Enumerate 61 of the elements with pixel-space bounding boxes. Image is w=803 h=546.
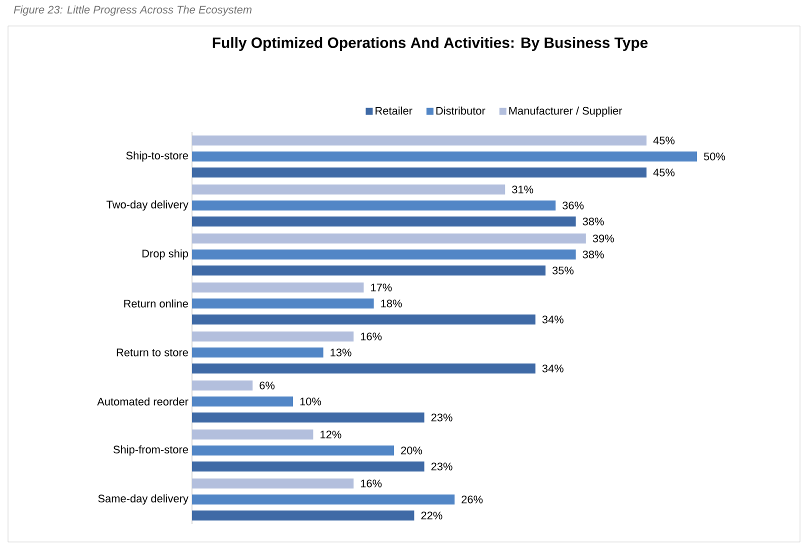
chart-title: Fully Optimized Operations And Activities: By Business Type xyxy=(212,37,648,51)
bar xyxy=(192,265,546,276)
y-tick-label: Automated reorder xyxy=(97,397,188,406)
data-label: 50% xyxy=(704,152,726,160)
data-label: 18% xyxy=(381,300,402,308)
data-label: 26% xyxy=(462,496,483,504)
data-label: 23% xyxy=(431,414,452,422)
data-label: 36% xyxy=(562,202,584,210)
bar xyxy=(192,494,455,504)
data-label: 31% xyxy=(512,186,534,194)
data-label: 45% xyxy=(653,168,675,176)
y-tick-label: Two-day delivery xyxy=(106,200,188,211)
bar xyxy=(192,429,314,440)
bar xyxy=(192,249,576,260)
bar xyxy=(192,282,364,292)
bar xyxy=(192,167,647,178)
bar xyxy=(192,461,424,472)
data-label: 20% xyxy=(401,446,422,454)
y-tick-label: Drop ship xyxy=(142,249,188,260)
data-label: 22% xyxy=(421,512,442,520)
y-tick-label: Ship-from-store xyxy=(113,445,188,456)
bar xyxy=(192,216,576,226)
bar xyxy=(192,363,536,374)
data-label: 6% xyxy=(260,382,275,390)
data-label: 16% xyxy=(360,480,382,488)
bar xyxy=(192,135,647,146)
legend-label: Distributor xyxy=(436,106,486,115)
data-label: 16% xyxy=(360,332,382,340)
caption: Figure 23: Little Progress Across The Ecosystem xyxy=(14,6,252,16)
bar xyxy=(192,396,294,406)
bar xyxy=(192,331,354,342)
bar xyxy=(192,510,414,520)
y-tick-label: Return online xyxy=(124,299,188,308)
data-label: 39% xyxy=(592,234,614,242)
data-label: 38% xyxy=(582,250,604,258)
bar xyxy=(192,347,324,358)
data-label: 38% xyxy=(582,218,604,226)
y-tick-label: Ship-to-store xyxy=(126,151,188,162)
bar xyxy=(192,314,536,324)
bar xyxy=(192,233,586,244)
bar xyxy=(192,380,253,390)
data-label: 13% xyxy=(330,348,352,356)
legend-label: Manufacturer / Supplier xyxy=(509,106,622,117)
data-label: 12% xyxy=(320,430,342,438)
bar xyxy=(192,298,374,308)
data-label: 35% xyxy=(552,266,574,274)
bar xyxy=(192,445,394,456)
legend-label: Retailer xyxy=(376,106,412,115)
bar xyxy=(192,478,354,488)
data-label: 34% xyxy=(542,364,564,372)
bar xyxy=(192,412,424,422)
data-label: 17% xyxy=(371,284,392,292)
bar xyxy=(192,184,506,194)
data-label: 45% xyxy=(653,136,675,144)
data-label: 34% xyxy=(542,316,564,324)
bar xyxy=(192,151,698,162)
y-tick-label: Same-day delivery xyxy=(98,494,188,505)
data-label: 23% xyxy=(431,462,452,470)
data-label: 10% xyxy=(300,398,322,406)
y-tick-label: Return to store xyxy=(116,348,188,356)
bar xyxy=(192,200,556,210)
